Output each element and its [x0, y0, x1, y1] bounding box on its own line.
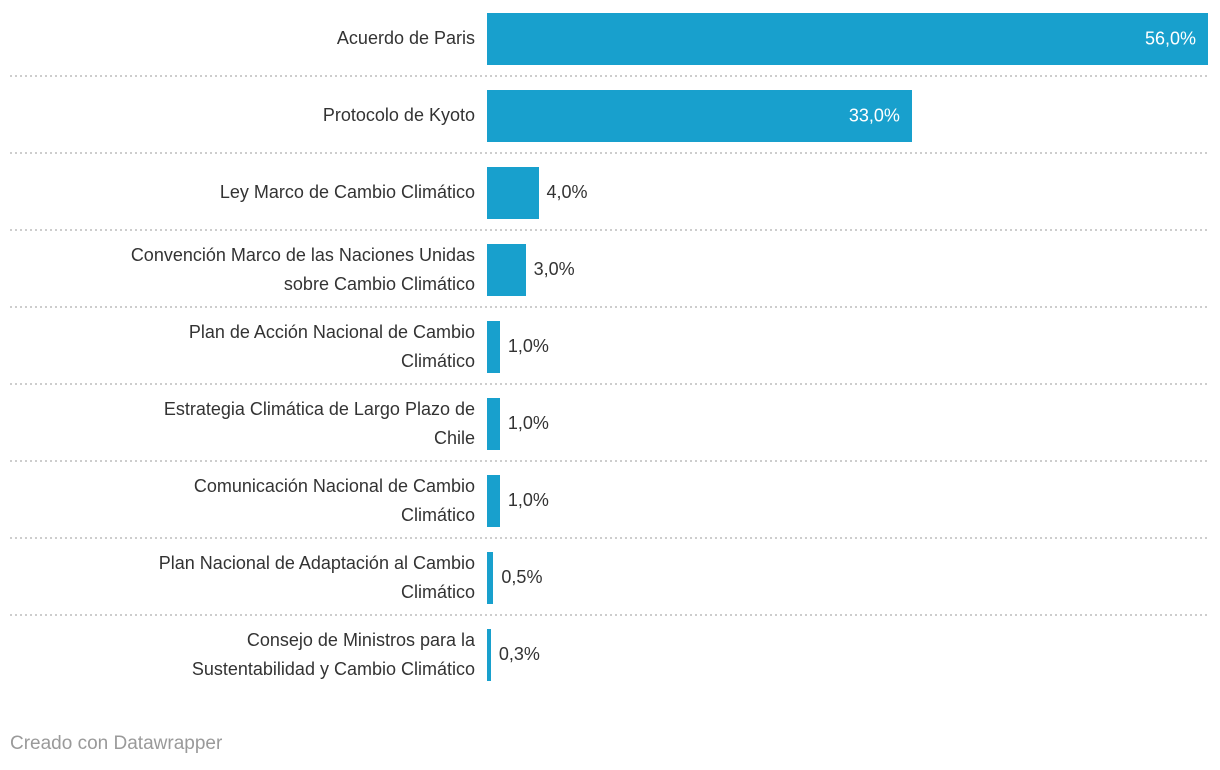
value-label: 1,0%: [507, 413, 549, 433]
bar-track: 4,0%: [487, 154, 1208, 231]
footer-attribution[interactable]: Creado con Datawrapper: [10, 733, 223, 754]
bar: [487, 551, 494, 604]
value-label: 3,0%: [533, 259, 575, 279]
category-label: Plan de Acción Nacional de Cambio Climáti…: [188, 321, 475, 371]
bar: [487, 474, 500, 527]
category-label: Acuerdo de Paris: [336, 28, 475, 48]
bar-row: Plan de Acción Nacional de Cambio Climáti…: [10, 308, 1208, 385]
value-label: 4,0%: [546, 182, 588, 202]
bar-track: 56,0%: [487, 0, 1208, 77]
bar: 33,0%: [487, 89, 912, 142]
bar-track: 33,0%: [487, 77, 1208, 154]
bar-row: Protocolo de Kyoto 33,0%: [10, 77, 1208, 154]
bar-track: 1,0%: [487, 385, 1208, 462]
value-label: 0,5%: [501, 567, 543, 587]
category-label: Estrategia Climática de Largo Plazo de Ch…: [163, 398, 475, 448]
value-label: 1,0%: [507, 336, 549, 356]
bar: [487, 628, 491, 681]
category-label: Comunicación Nacional de Cambio Climático: [193, 475, 475, 525]
bar-track: 1,0%: [487, 462, 1208, 539]
category-label: Protocolo de Kyoto: [322, 105, 475, 125]
bar: [487, 397, 500, 450]
value-label: 33,0%: [848, 105, 900, 125]
bar: 56,0%: [487, 12, 1208, 65]
bar-chart: Acuerdo de Paris 56,0% Protocolo de Kyot…: [10, 0, 1208, 693]
bar-row: Ley Marco de Cambio Climático 4,0%: [10, 154, 1208, 231]
bar-row: Estrategia Climática de Largo Plazo de Ch…: [10, 385, 1208, 462]
category-label: Plan Nacional de Adaptación al Cambio Cli…: [158, 552, 475, 602]
bar-row: Comunicación Nacional de Cambio Climático…: [10, 462, 1208, 539]
bar-row: Consejo de Ministros para la Sustentabili…: [10, 616, 1208, 693]
bar-track: 1,0%: [487, 308, 1208, 385]
bar-track: 3,0%: [487, 231, 1208, 308]
bar: [487, 166, 539, 219]
bar-row: Plan Nacional de Adaptación al Cambio Cli…: [10, 539, 1208, 616]
bar: [487, 320, 500, 373]
bar: [487, 243, 526, 296]
category-label: Consejo de Ministros para la Sustentabili…: [191, 629, 475, 679]
bar-track: 0,3%: [487, 616, 1208, 693]
category-label: Convención Marco de las Naciones Unidas s…: [130, 244, 475, 294]
bar-row: Convención Marco de las Naciones Unidas s…: [10, 231, 1208, 308]
category-label: Ley Marco de Cambio Climático: [219, 182, 475, 202]
value-label: 0,3%: [498, 644, 540, 664]
value-label: 56,0%: [1144, 28, 1196, 48]
bar-track: 0,5%: [487, 539, 1208, 616]
value-label: 1,0%: [507, 490, 549, 510]
bar-row: Acuerdo de Paris 56,0%: [10, 0, 1208, 77]
